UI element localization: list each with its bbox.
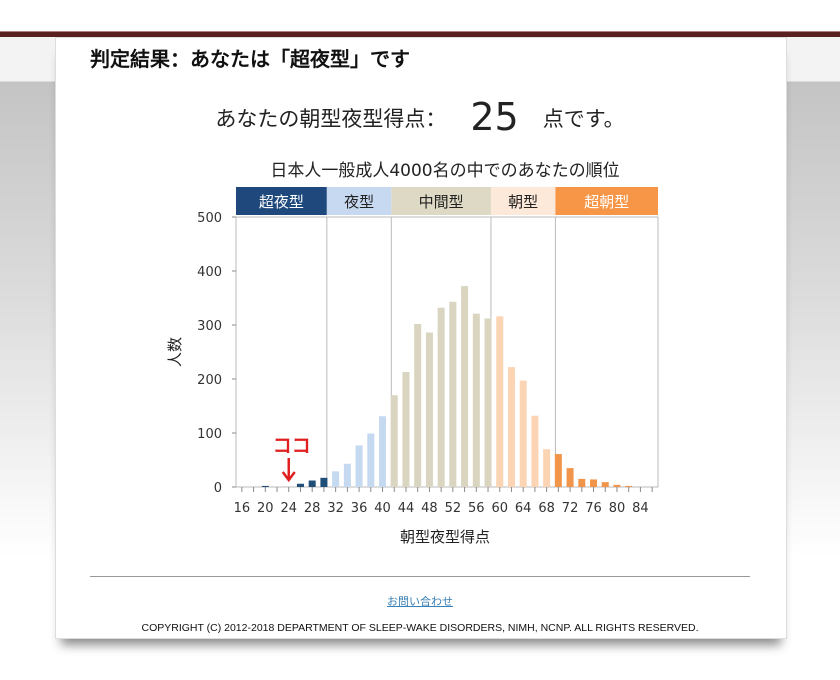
bar <box>625 485 633 487</box>
bar <box>332 471 340 487</box>
bar <box>496 316 504 487</box>
y-tick-label: 0 <box>214 481 222 496</box>
bar <box>296 483 304 487</box>
bar <box>355 445 363 487</box>
divider <box>90 576 750 577</box>
bar <box>543 449 551 487</box>
chart-title: 日本人一般成人4000名の中でのあなたの順位 <box>270 161 619 181</box>
contact-link[interactable]: お問い合わせ <box>387 595 453 608</box>
bar <box>261 485 269 487</box>
header-bar <box>0 31 840 37</box>
band-label: 超夜型 <box>259 193 304 211</box>
x-tick-label: 76 <box>585 501 602 516</box>
band-0 <box>236 187 327 215</box>
y-tick-label: 300 <box>197 319 222 334</box>
x-tick-label: 80 <box>609 501 626 516</box>
score-suffix: 点です。 <box>542 107 625 131</box>
bar <box>402 371 410 487</box>
bar <box>367 433 375 487</box>
plot-area <box>235 216 659 488</box>
score-prefix: あなたの朝型夜型得点： <box>215 107 447 131</box>
x-tick-label: 16 <box>234 501 251 516</box>
y-tick-label: 100 <box>197 427 222 442</box>
band-4 <box>555 187 658 215</box>
bar <box>437 307 445 487</box>
band-label: 夜型 <box>344 193 374 211</box>
x-tick-label: 64 <box>515 501 532 516</box>
verdict-heading: 判定結果：あなたは「超夜型」です <box>90 47 410 71</box>
x-tick-label: 36 <box>351 501 368 516</box>
bar <box>507 367 515 487</box>
x-tick-label: 48 <box>421 501 438 516</box>
y-tick-label: 400 <box>197 265 222 280</box>
bar <box>613 484 621 487</box>
bar <box>414 323 422 487</box>
x-tick-label: 68 <box>538 501 555 516</box>
x-tick-label: 84 <box>632 501 649 516</box>
marker-label: ココ <box>273 435 311 457</box>
bar <box>425 332 433 487</box>
band-2 <box>391 187 491 215</box>
x-tick-label: 56 <box>468 501 485 516</box>
bar <box>519 380 527 487</box>
bar <box>601 482 609 487</box>
x-tick-label: 20 <box>257 501 274 516</box>
score-line: あなたの朝型夜型得点： 25 点です。 <box>0 95 840 139</box>
band-label: 中間型 <box>419 193 464 211</box>
x-tick-label: 32 <box>327 501 344 516</box>
bar <box>449 301 457 487</box>
x-tick-label: 40 <box>374 501 391 516</box>
marker-arrowhead-icon <box>281 471 296 483</box>
bar <box>308 480 316 487</box>
band-label: 超朝型 <box>584 193 629 211</box>
x-axis-label: 朝型夜型得点 <box>400 528 490 546</box>
copyright-text: COPYRIGHT (C) 2012-2018 DEPARTMENT OF SL… <box>141 622 699 634</box>
x-tick-label: 24 <box>280 501 297 516</box>
band-3 <box>490 187 556 215</box>
band-1 <box>326 187 392 215</box>
x-tick-label: 72 <box>562 501 579 516</box>
bar <box>461 286 469 487</box>
bar <box>484 318 492 487</box>
x-tick-label: 28 <box>304 501 321 516</box>
bar <box>390 395 398 487</box>
bar <box>578 478 586 487</box>
bar <box>472 313 480 487</box>
bar <box>566 468 574 487</box>
band-label: 朝型 <box>508 193 538 211</box>
score-value: 25 <box>470 95 519 139</box>
bar <box>590 479 598 487</box>
y-tick-label: 500 <box>197 211 222 226</box>
bar <box>320 477 328 487</box>
y-axis-label: 人数 <box>166 337 184 367</box>
bar <box>343 463 351 487</box>
y-tick-label: 200 <box>197 373 222 388</box>
bar <box>554 454 562 487</box>
x-tick-label: 60 <box>491 501 508 516</box>
x-tick-label: 52 <box>445 501 462 516</box>
x-tick-label: 44 <box>398 501 415 516</box>
bar <box>379 416 387 487</box>
bar <box>531 415 539 487</box>
